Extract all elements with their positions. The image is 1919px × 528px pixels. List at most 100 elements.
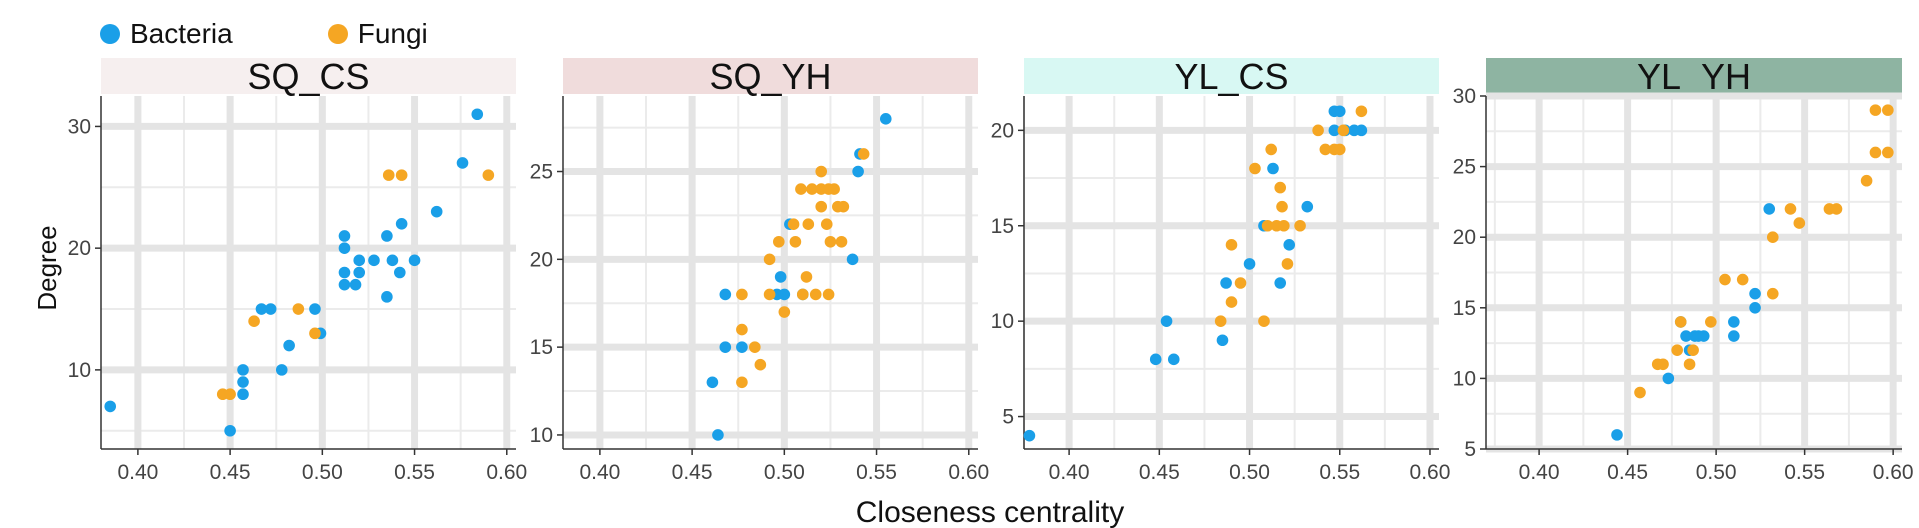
bacteria-point xyxy=(1763,203,1776,215)
fungi-point xyxy=(1793,217,1806,229)
panel-strip xyxy=(1024,58,1439,94)
fungi-point xyxy=(736,288,748,301)
fungi-point xyxy=(754,358,767,371)
x-tick-label: 0.40 xyxy=(117,461,158,484)
fungi-point xyxy=(1687,344,1699,356)
bacteria-point xyxy=(1149,353,1162,366)
bacteria-dot-icon xyxy=(100,24,120,44)
fungi-point xyxy=(1766,287,1779,300)
bacteria-point xyxy=(1680,330,1692,342)
x-tick-label: 0.50 xyxy=(1696,461,1737,484)
fungi-point xyxy=(736,376,748,389)
x-tick-label: 0.45 xyxy=(672,461,713,484)
fungi-point xyxy=(1784,203,1797,215)
fungi-point xyxy=(309,327,321,340)
fungi-point xyxy=(796,288,809,301)
y-tick-label: 30 xyxy=(1453,85,1476,108)
fungi-point xyxy=(763,288,776,301)
bacteria-point xyxy=(778,288,791,301)
fungi-point xyxy=(802,218,815,231)
y-tick-label: 5 xyxy=(1002,406,1014,429)
panel-title: YL_CS xyxy=(1174,56,1288,97)
y-tick-label: 15 xyxy=(991,215,1014,238)
bacteria-point xyxy=(1301,200,1314,213)
fungi-point xyxy=(1337,124,1350,137)
fungi-point xyxy=(482,169,495,181)
y-tick-label: 15 xyxy=(1453,297,1476,320)
bacteria-point xyxy=(1328,124,1341,137)
series-fungi xyxy=(1634,104,1894,399)
y-axis-label: Degree xyxy=(32,225,62,310)
x-tick-label: 0.60 xyxy=(948,461,989,484)
bacteria-point xyxy=(1216,334,1229,347)
series-bacteria xyxy=(1611,203,1776,441)
legend-item-fungi: Fungi xyxy=(327,18,428,50)
bacteria-point xyxy=(381,291,393,303)
bacteria-point xyxy=(471,108,484,121)
fungi-point xyxy=(828,183,840,195)
bacteria-point xyxy=(1160,315,1173,327)
fungi-point xyxy=(1312,124,1324,137)
y-tick-label: 20 xyxy=(991,119,1014,142)
bacteria-point xyxy=(1749,302,1761,314)
bacteria-point xyxy=(338,266,351,279)
bacteria-point xyxy=(395,218,408,230)
fungi-point xyxy=(1705,316,1717,328)
bacteria-point xyxy=(255,303,268,315)
plot-background xyxy=(563,96,978,449)
fungi-point xyxy=(800,271,813,283)
panel-sq-cs: SQ_CS 0.40 0.45 0.50 0.55 0.60 10 20 30 xyxy=(68,56,528,484)
y-tick-label: 25 xyxy=(530,161,553,184)
fungi-point xyxy=(809,288,822,301)
fungi-point xyxy=(1736,273,1749,286)
fungi-point xyxy=(1683,358,1696,371)
fungi-point xyxy=(1249,162,1261,175)
panel-title: SQ_YH xyxy=(709,56,831,97)
bacteria-point xyxy=(1333,105,1346,118)
x-tick-label: 0.60 xyxy=(486,461,527,484)
fungi-point xyxy=(835,235,848,248)
fungi-point xyxy=(1225,296,1238,308)
series-bacteria xyxy=(104,108,484,437)
fungi-point xyxy=(787,218,800,231)
bacteria-point xyxy=(349,278,362,291)
bacteria-point xyxy=(1611,429,1623,441)
y-tick-label: 20 xyxy=(68,237,91,260)
bacteria-point xyxy=(1243,258,1256,270)
bacteria-point xyxy=(1220,277,1232,289)
fungi-point xyxy=(1265,143,1277,156)
fungi-point xyxy=(1294,219,1306,232)
fungi-point xyxy=(763,253,776,266)
series-fungi xyxy=(1214,105,1368,327)
bacteria-point xyxy=(879,113,892,125)
bacteria-point xyxy=(283,339,295,352)
fungi-point xyxy=(1830,203,1843,215)
bacteria-point xyxy=(1283,239,1296,251)
x-tick-label: 0.55 xyxy=(856,461,897,484)
fungi-point xyxy=(815,200,828,213)
bacteria-point xyxy=(456,157,469,169)
y-tick-label: 10 xyxy=(68,359,91,382)
fungi-point xyxy=(1657,358,1669,371)
x-tick-label: 0.45 xyxy=(1139,461,1180,484)
x-tick-label: 0.60 xyxy=(1873,461,1914,484)
y-tick-label: 15 xyxy=(530,336,553,359)
y-tick-label: 20 xyxy=(1453,226,1476,249)
legend-item-bacteria: Bacteria xyxy=(100,18,233,50)
fungi-point xyxy=(1674,316,1687,328)
bacteria-point xyxy=(846,253,859,266)
bacteria-point xyxy=(338,242,351,254)
panel-title: YL_YH xyxy=(1637,56,1751,97)
fungi-point xyxy=(1882,104,1894,116)
x-tick-label: 0.55 xyxy=(1319,461,1360,484)
fungi-point xyxy=(1671,344,1683,356)
x-tick-label: 0.50 xyxy=(1229,461,1270,484)
bacteria-point xyxy=(309,303,321,315)
x-tick-label: 0.40 xyxy=(579,461,620,484)
bacteria-point xyxy=(381,230,393,242)
fungi-point xyxy=(1860,174,1873,187)
bacteria-point xyxy=(353,254,366,267)
x-tick-label: 0.55 xyxy=(394,461,435,484)
fungi-point xyxy=(1869,104,1882,116)
fungi-point xyxy=(1355,105,1368,118)
